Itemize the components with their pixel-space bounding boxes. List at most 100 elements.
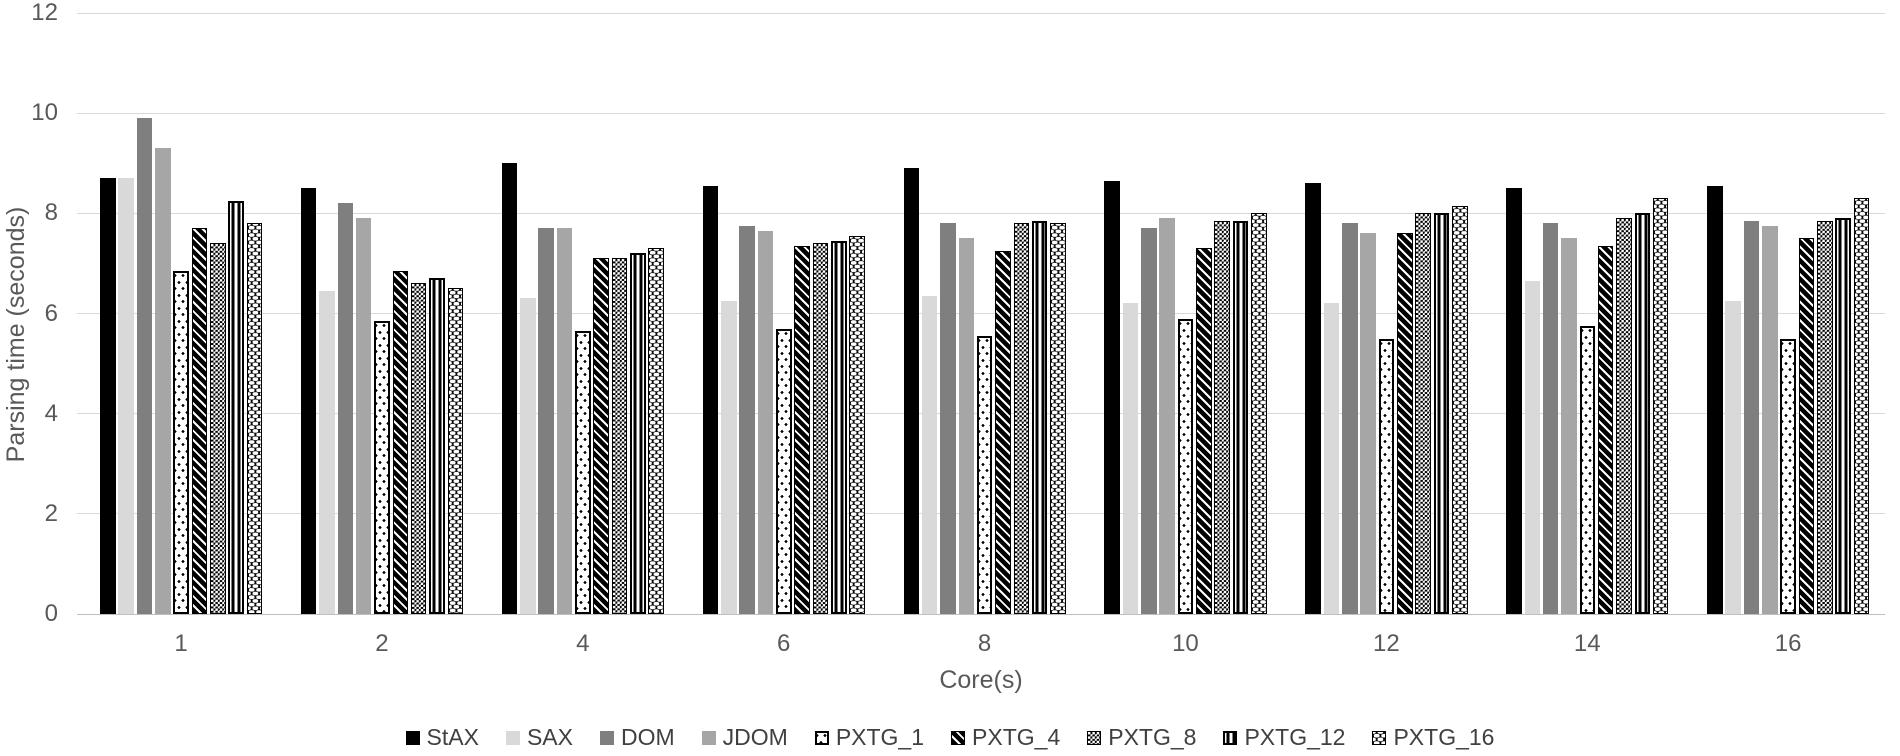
bar-jdom-core-6 — [757, 230, 774, 614]
x-axis-tick-label: 10 — [1172, 630, 1199, 657]
bar-stax-core-10 — [1104, 180, 1120, 614]
y-axis-tick-label: 4 — [44, 399, 58, 427]
bar-pxtg_1-core-2 — [374, 321, 390, 614]
bar-pxtg_4-core-12 — [1397, 233, 1413, 614]
bar-pxtg_8-core-12 — [1415, 213, 1431, 614]
x-axis-tick-label: 1 — [174, 630, 188, 657]
legend-item-dom: DOM — [599, 724, 675, 751]
gridline-y6 — [77, 313, 1885, 314]
bar-pxtg_4-core-10 — [1196, 248, 1212, 614]
bar-stax-core-12 — [1305, 183, 1321, 614]
bar-pxtg_12-core-10 — [1232, 220, 1249, 614]
legend-swatch-solid-dark-gray-icon — [599, 730, 614, 745]
bar-pxtg_12-core-1 — [228, 200, 244, 614]
bar-pxtg_8-core-16 — [1817, 220, 1833, 614]
legend-label: PXTG_12 — [1244, 724, 1346, 750]
gridline-y10 — [77, 112, 1885, 114]
legend-item-pxtg_4: PXTG_4 — [951, 724, 1060, 751]
y-axis-tick-label: 2 — [44, 499, 58, 527]
y-axis-tick-label: 0 — [44, 600, 58, 627]
bar-pxtg_8-core-8 — [1013, 223, 1030, 614]
legend: StAX SAX DOM JDOM PXTG_1 PXTG_4 PXTG_8 PXTG_12 P… — [0, 724, 1900, 751]
y-axis-tick-label: 8 — [44, 199, 58, 227]
bar-jdom-core-10 — [1159, 218, 1175, 614]
bar-pxtg_8-core-10 — [1214, 220, 1230, 614]
bar-sax-core-4 — [520, 298, 536, 614]
bar-jdom-core-14 — [1561, 238, 1577, 614]
bar-jdom-core-16 — [1762, 225, 1778, 614]
legend-label: PXTG_8 — [1108, 724, 1197, 750]
legend-swatch-solid-mid-gray-icon — [701, 730, 716, 745]
bar-pxtg_1-core-6 — [776, 328, 792, 614]
bar-pxtg_16-core-1 — [246, 223, 263, 614]
bar-stax-core-2 — [300, 188, 317, 614]
bar-stax-core-16 — [1707, 185, 1723, 614]
bar-sax-core-12 — [1323, 303, 1340, 614]
legend-label: StAX — [426, 724, 479, 750]
bar-pxtg_16-core-16 — [1853, 198, 1870, 614]
gridline-y0 — [77, 613, 1885, 615]
bar-dom-core-6 — [739, 225, 755, 614]
bar-stax-core-4 — [501, 163, 518, 614]
bar-pxtg_4-core-2 — [392, 270, 409, 614]
bar-sax-core-10 — [1122, 303, 1139, 614]
bar-jdom-core-8 — [958, 238, 975, 614]
legend-swatch-dotted-white-outline-icon — [814, 730, 829, 745]
bar-pxtg_12-core-6 — [831, 240, 847, 614]
legend-swatch-fine-checker-icon — [1087, 730, 1102, 745]
bar-pxtg_1-core-16 — [1780, 338, 1796, 614]
x-axis-tick-label: 4 — [576, 630, 590, 657]
legend-label: SAX — [526, 724, 573, 750]
bar-pxtg_1-core-8 — [976, 336, 993, 614]
bar-pxtg_12-core-12 — [1433, 213, 1450, 614]
y-axis-tick-label: 10 — [31, 99, 58, 127]
bar-sax-core-16 — [1725, 300, 1741, 614]
bar-pxtg_8-core-14 — [1616, 218, 1632, 614]
bar-jdom-core-1 — [155, 148, 171, 614]
legend-swatch-checkerboard-icon — [1372, 730, 1387, 745]
legend-label: PXTG_4 — [972, 724, 1061, 750]
bar-sax-core-2 — [319, 290, 335, 614]
legend-swatch-diagonal-hatch-icon — [951, 730, 966, 745]
bar-pxtg_4-core-4 — [593, 258, 609, 614]
bar-stax-core-6 — [702, 185, 719, 614]
legend-item-jdom: JDOM — [701, 724, 788, 751]
bar-pxtg_12-core-2 — [429, 278, 445, 614]
legend-item-pxtg_8: PXTG_8 — [1087, 724, 1196, 751]
x-axis-title: Core(s) — [939, 666, 1023, 694]
bar-stax-core-1 — [100, 178, 116, 614]
bar-sax-core-1 — [118, 178, 134, 614]
bar-pxtg_8-core-2 — [410, 283, 427, 614]
y-axis-tick-label: 12 — [31, 0, 58, 26]
bar-pxtg_16-core-8 — [1050, 223, 1066, 614]
bar-dom-core-4 — [538, 228, 554, 614]
bar-pxtg_16-core-6 — [849, 235, 865, 614]
legend-item-stax: StAX — [405, 724, 479, 751]
bar-pxtg_1-core-1 — [173, 270, 189, 614]
bar-dom-core-12 — [1342, 223, 1358, 614]
bar-pxtg_16-core-4 — [648, 248, 664, 614]
plot-area — [77, 12, 1885, 615]
bar-pxtg_4-core-16 — [1798, 238, 1815, 614]
legend-label: JDOM — [722, 724, 788, 750]
legend-item-pxtg_12: PXTG_12 — [1223, 724, 1345, 751]
bar-pxtg_4-core-1 — [191, 228, 208, 614]
legend-item-pxtg_1: PXTG_1 — [814, 724, 925, 751]
legend-item-sax: SAX — [505, 724, 573, 751]
bar-jdom-core-4 — [556, 228, 573, 614]
bar-pxtg_16-core-14 — [1652, 198, 1669, 614]
bar-pxtg_1-core-10 — [1177, 318, 1194, 614]
x-axis-tick-label: 14 — [1573, 630, 1601, 657]
bar-pxtg_4-core-14 — [1597, 245, 1614, 614]
legend-label: PXTG_16 — [1393, 724, 1495, 750]
y-axis-tick-label: 6 — [44, 299, 58, 327]
bar-pxtg_16-core-12 — [1452, 205, 1468, 614]
x-axis-tick-label: 16 — [1774, 630, 1802, 657]
bar-sax-core-8 — [921, 295, 938, 614]
bar-pxtg_1-core-12 — [1378, 338, 1395, 614]
legend-label: PXTG_1 — [835, 724, 925, 750]
bar-dom-core-14 — [1542, 223, 1559, 614]
bar-sax-core-6 — [721, 300, 737, 614]
bar-pxtg_12-core-14 — [1634, 213, 1651, 614]
legend-swatch-solid-light-gray-icon — [505, 730, 520, 745]
